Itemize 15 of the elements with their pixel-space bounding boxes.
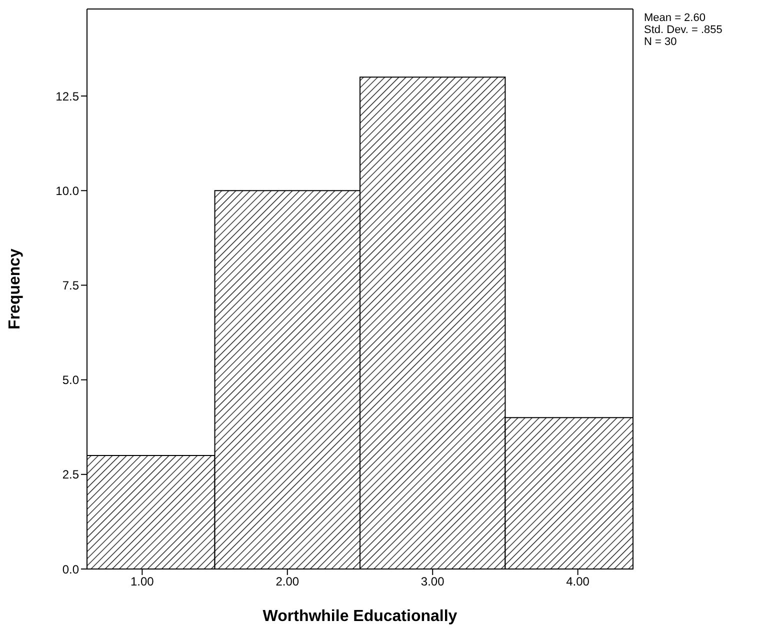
x-tick-label: 2.00 bbox=[276, 574, 300, 589]
x-tick-label: 4.00 bbox=[566, 574, 590, 589]
x-tick-label: 3.00 bbox=[420, 574, 445, 589]
y-tick-label: 7.5 bbox=[62, 278, 80, 292]
y-tick-label: 0.0 bbox=[62, 562, 80, 576]
y-tick-label: 10.0 bbox=[56, 184, 80, 198]
x-axis-title: Worthwhile Educationally bbox=[262, 608, 458, 625]
y-tick-label: 5.0 bbox=[62, 373, 80, 388]
y-axis-title: Frequency bbox=[6, 248, 24, 330]
text: Mean = 2.60 bbox=[644, 12, 706, 24]
y-tick-label: 12.5 bbox=[56, 89, 80, 104]
x-tick-label: 1.00 bbox=[130, 574, 154, 589]
y-tick-label: 2.5 bbox=[62, 468, 80, 482]
text: N = 30 bbox=[644, 36, 678, 48]
text: Std. Dev. = .855 bbox=[644, 24, 722, 36]
